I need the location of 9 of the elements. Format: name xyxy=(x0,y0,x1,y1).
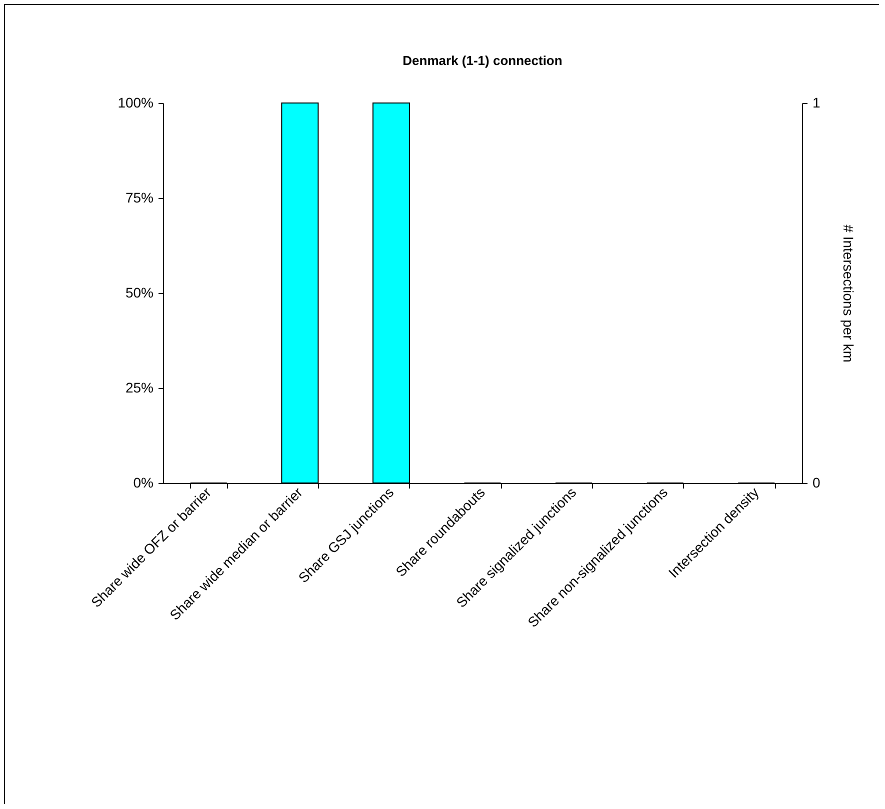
y2-tick-label: 1 xyxy=(812,94,820,110)
y-tick-label: 100% xyxy=(118,94,154,110)
y-tick-label: 50% xyxy=(125,284,154,300)
y-tick-label: 25% xyxy=(125,380,154,396)
chart-title: Denmark (1-1) connection xyxy=(402,53,562,68)
y-tick-label: 0% xyxy=(133,474,154,490)
y2-axis-title: # Intersections per km xyxy=(840,224,856,362)
y-tick-label: 75% xyxy=(125,190,154,206)
y2-tick-label: 0 xyxy=(812,474,820,490)
